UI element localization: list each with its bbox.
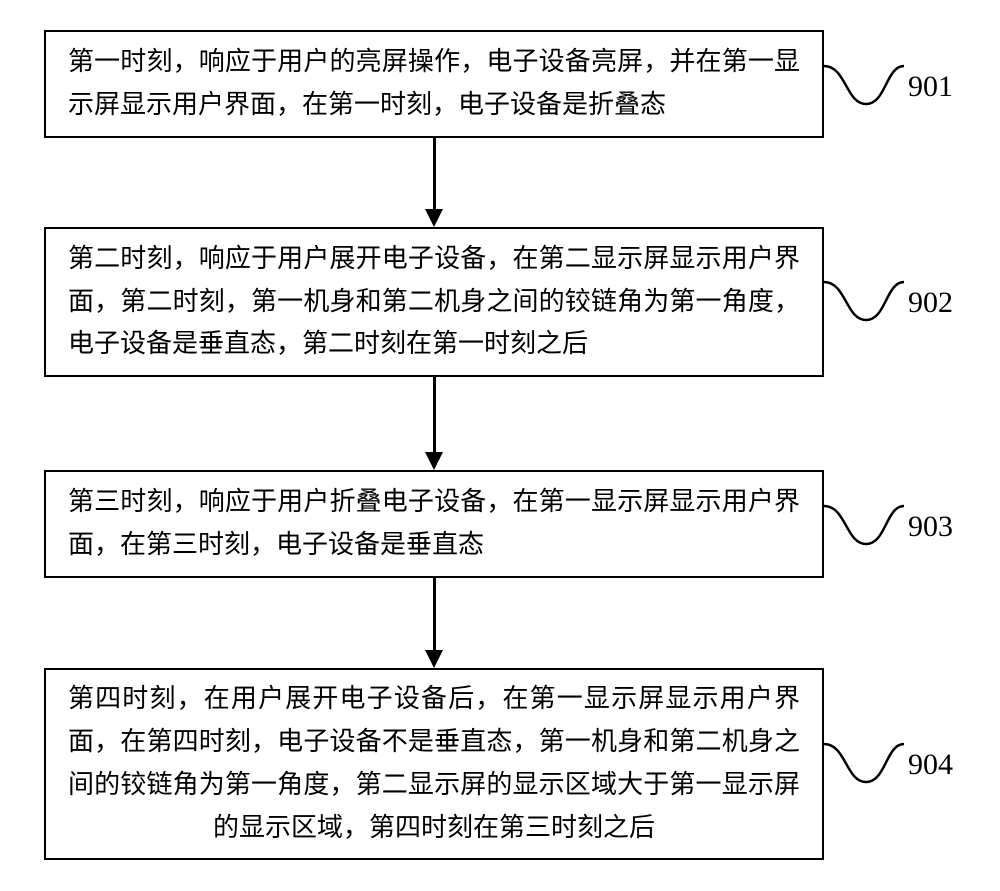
callout-curve <box>824 738 904 788</box>
flow-arrow <box>433 578 436 650</box>
flow-node-label: 902 <box>908 286 953 320</box>
flow-node-901: 第一时刻，响应于用户的亮屏操作，电子设备亮屏，并在第一显示屏显示用户界面，在第一… <box>44 30 824 138</box>
flow-node-text: 第三时刻，响应于用户折叠电子设备，在第一显示屏显示用户界面，在第三时刻，电子设备… <box>68 481 800 567</box>
flow-node-904: 第四时刻，在用户展开电子设备后，在第一显示屏显示用户界面，在第四时刻，电子设备不… <box>44 668 824 860</box>
flow-arrow-head <box>425 650 443 668</box>
flow-arrow <box>433 377 436 452</box>
flow-node-902: 第二时刻，响应于用户展开电子设备，在第二显示屏显示用户界面，第二时刻，第一机身和… <box>44 227 824 377</box>
callout-curve <box>824 60 904 110</box>
flow-node-text: 第二时刻，响应于用户展开电子设备，在第二显示屏显示用户界面，第二时刻，第一机身和… <box>68 238 800 367</box>
flow-arrow-head <box>425 452 443 470</box>
callout-curve <box>824 500 904 550</box>
flow-node-label: 903 <box>908 510 953 544</box>
flow-node-903: 第三时刻，响应于用户折叠电子设备，在第一显示屏显示用户界面，在第三时刻，电子设备… <box>44 470 824 578</box>
flow-arrow-head <box>425 209 443 227</box>
callout-curve <box>824 276 904 326</box>
flow-arrow <box>433 138 436 209</box>
flow-node-label: 901 <box>908 70 953 104</box>
flowchart-canvas: 第一时刻，响应于用户的亮屏操作，电子设备亮屏，并在第一显示屏显示用户界面，在第一… <box>0 0 1000 891</box>
flow-node-text: 第一时刻，响应于用户的亮屏操作，电子设备亮屏，并在第一显示屏显示用户界面，在第一… <box>68 41 800 127</box>
flow-node-label: 904 <box>908 748 953 782</box>
flow-node-text: 第四时刻，在用户展开电子设备后，在第一显示屏显示用户界面，在第四时刻，电子设备不… <box>68 678 800 850</box>
